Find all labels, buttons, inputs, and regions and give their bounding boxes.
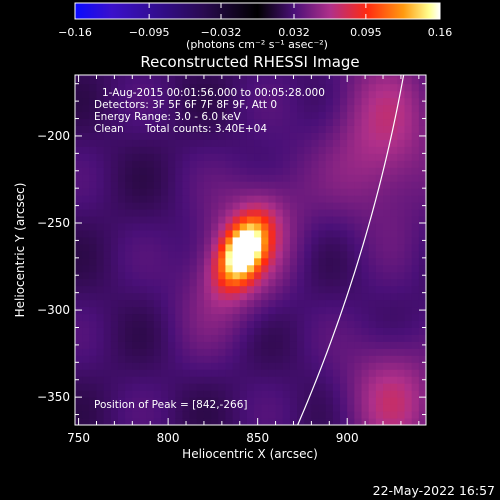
colorbar-tick-label: −0.032 xyxy=(201,26,242,39)
footer-date: 22-May-2022 16:57 xyxy=(373,483,495,498)
y-axis-ticks: −200 −250 −300 −350 xyxy=(37,83,426,416)
x-tick-label: 850 xyxy=(246,431,269,445)
y-tick-label: −300 xyxy=(37,303,70,317)
colorbar-tick-label: −0.095 xyxy=(129,26,170,39)
colorbar-gradient xyxy=(75,3,440,19)
detectors-text: Detectors: 3F 5F 6F 7F 8F 9F, Att 0 xyxy=(94,99,277,111)
clean-label-text: Clean xyxy=(94,123,124,135)
colorbar-frame xyxy=(74,2,441,20)
y-tick-label: −250 xyxy=(37,216,70,230)
x-tick-label: 750 xyxy=(67,431,90,445)
colorbar-tick-label: 0.032 xyxy=(278,26,310,39)
y-tick-label: −200 xyxy=(37,129,70,143)
time-range-text: 1-Aug-2015 00:01:56.000 to 00:05:28.000 xyxy=(102,87,325,99)
x-axis-ticks: 750 800 850 900 xyxy=(67,75,420,445)
x-tick-label: 900 xyxy=(336,431,359,445)
colorbar-tick-label: 0.095 xyxy=(350,26,382,39)
x-axis-label: Heliocentric X (arcsec) xyxy=(182,447,318,461)
energy-range-text: Energy Range: 3.0 - 6.0 keV xyxy=(94,111,242,123)
plot-area xyxy=(75,75,426,425)
colorbar-tick-labels: −0.16 −0.095 −0.032 0.032 0.095 0.16 xyxy=(58,26,452,39)
colorbar-ticks xyxy=(74,3,441,19)
peak-position-text: Position of Peak = [842,-266] xyxy=(94,399,248,411)
heatmap-image xyxy=(75,75,426,425)
colorbar-tick-label: −0.16 xyxy=(58,26,92,39)
colorbar-units: (photons cm⁻² s⁻¹ asec⁻²) xyxy=(186,38,328,51)
total-counts-text: Total counts: 3.40E+04 xyxy=(144,123,267,135)
x-tick-label: 800 xyxy=(157,431,180,445)
solar-limb-line xyxy=(296,75,405,425)
y-tick-label: −350 xyxy=(37,390,70,404)
chart-title: Reconstructed RHESSI Image xyxy=(140,53,359,71)
y-axis-label: Heliocentric Y (arcsec) xyxy=(13,183,27,318)
plot-frame xyxy=(74,74,427,426)
colorbar-tick-label: 0.16 xyxy=(428,26,453,39)
